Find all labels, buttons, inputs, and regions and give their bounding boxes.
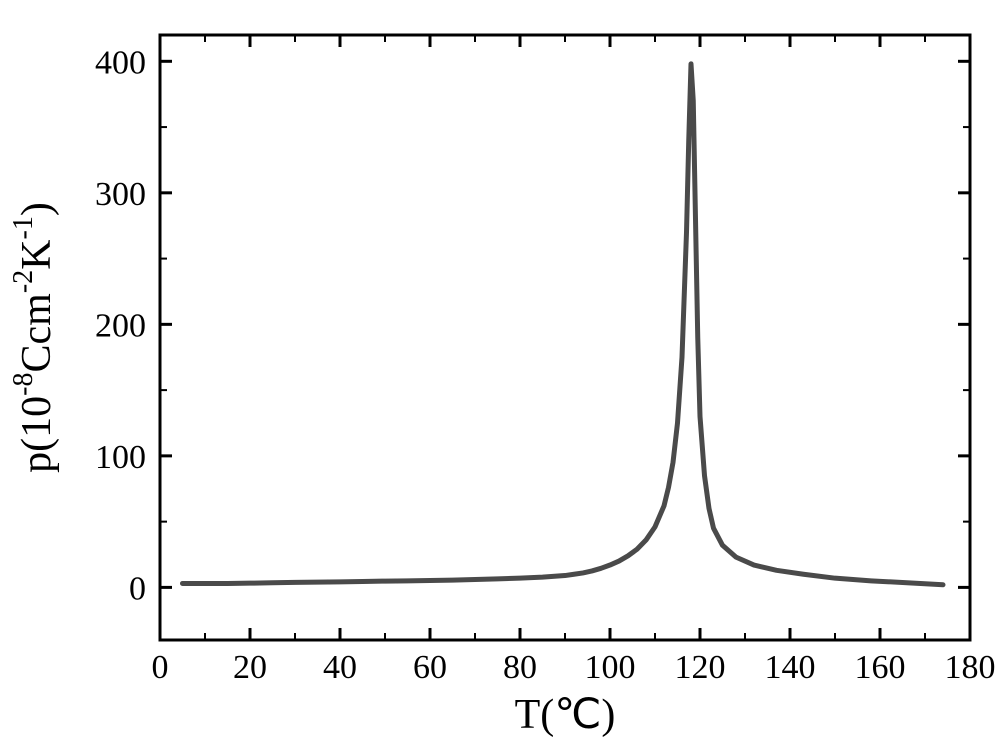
x-tick-label: 0 [152,649,169,686]
x-axis-title: T(℃) [515,692,616,738]
chart-container: 0 20 40 60 80 100 120 140 160 180 0 100 200 300 400 T(℃… [0,0,1000,744]
x-tick-label: 140 [765,649,816,686]
x-tick-label: 80 [503,649,537,686]
series-pyroelectric-coefficient [183,64,944,585]
y-tick-label: 100 [95,439,146,476]
x-tick-label: 180 [945,649,996,686]
y-tick-label: 0 [129,570,146,607]
x-tick-label: 100 [585,649,636,686]
x-tick-label: 120 [675,649,726,686]
x-tick-label: 20 [233,649,267,686]
y-axis-title: p(10-8Ccm-2K-1) [8,202,60,473]
line-chart: 0 20 40 60 80 100 120 140 160 180 0 100 200 300 400 T(℃… [0,0,1000,744]
y-tick-label: 300 [95,176,146,213]
x-tick-label: 160 [855,649,906,686]
y-tick-label: 200 [95,307,146,344]
x-tick-label: 60 [413,649,447,686]
y-tick-label: 400 [95,44,146,81]
x-tick-label: 40 [323,649,357,686]
